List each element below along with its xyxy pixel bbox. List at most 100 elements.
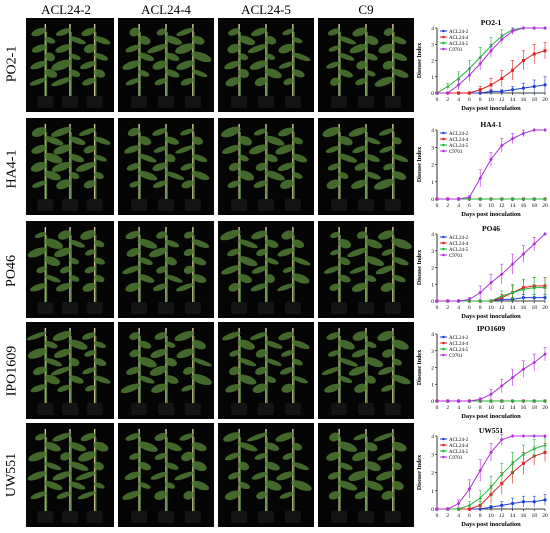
y-tick-label: 2 xyxy=(431,59,434,65)
plant-photo xyxy=(118,18,214,112)
leaf xyxy=(348,127,368,137)
leaf xyxy=(93,172,104,180)
leaf xyxy=(93,53,109,61)
data-point xyxy=(521,131,526,136)
leaf xyxy=(43,357,63,367)
plant xyxy=(175,124,210,211)
legend-marker xyxy=(442,449,445,453)
data-point xyxy=(521,500,525,504)
pot xyxy=(358,199,374,211)
leaf xyxy=(78,451,97,462)
plant-photo-art xyxy=(27,227,105,314)
plant-photo-art xyxy=(222,328,310,415)
y-tick-label: 4 xyxy=(431,128,434,134)
leaf xyxy=(150,348,168,359)
leaf xyxy=(30,60,47,70)
pot xyxy=(86,199,103,211)
legend-entry: ACL24-4 xyxy=(449,444,469,449)
x-tick-label: 12 xyxy=(499,97,505,103)
y-tick-label: 2 xyxy=(431,366,434,372)
data-point xyxy=(543,498,547,502)
leaf xyxy=(79,128,96,136)
leaf xyxy=(191,239,210,249)
leaf xyxy=(83,43,96,54)
leaf xyxy=(322,126,341,138)
plant xyxy=(275,124,308,211)
leaf xyxy=(183,366,194,375)
leaf xyxy=(191,51,212,63)
row-label-po46: PO46 xyxy=(0,222,24,320)
plant xyxy=(51,24,86,108)
legend-entry: ACL24-4 xyxy=(449,242,469,247)
data-point xyxy=(467,66,472,70)
data-point xyxy=(543,443,547,447)
x-axis-label: Days post inoculation xyxy=(461,521,521,528)
leaf xyxy=(352,27,368,37)
x-tick-label: 0 xyxy=(436,97,439,103)
x-tick-label: 12 xyxy=(499,203,505,209)
plant-photo-art xyxy=(221,124,308,211)
leaf xyxy=(34,231,47,239)
plant xyxy=(29,24,58,108)
leaf xyxy=(338,172,349,180)
leaf xyxy=(291,375,308,384)
plant xyxy=(124,124,158,211)
plant xyxy=(54,227,85,314)
leaf xyxy=(149,365,168,376)
pot xyxy=(62,511,78,523)
leaf xyxy=(164,69,180,78)
leaf xyxy=(154,332,168,340)
leaf xyxy=(124,145,141,154)
chart-title: HA4-1 xyxy=(480,120,501,129)
x-tick-label: 18 xyxy=(531,305,537,311)
leaf xyxy=(282,28,294,36)
legend-marker xyxy=(442,137,445,141)
leaf xyxy=(291,153,308,163)
leaf xyxy=(238,53,249,61)
legend-entry: ACL24-5 xyxy=(449,144,469,149)
data-point xyxy=(543,49,547,53)
legend-marker xyxy=(442,341,445,345)
pot xyxy=(184,199,201,211)
leaf xyxy=(138,462,151,471)
data-point xyxy=(510,262,515,267)
leaf xyxy=(27,348,47,359)
leaf xyxy=(237,239,258,249)
plant xyxy=(30,124,64,211)
data-point xyxy=(511,501,515,506)
leaf xyxy=(44,36,56,44)
leaf xyxy=(165,341,176,348)
plant-photo-art xyxy=(220,227,311,314)
data-point xyxy=(500,399,504,403)
data-point xyxy=(521,434,526,438)
row-label-text: HA4-1 xyxy=(4,149,20,188)
leaf xyxy=(282,453,294,460)
plant-photo xyxy=(318,221,414,318)
data-point xyxy=(489,157,493,162)
data-point xyxy=(521,399,526,403)
data-point xyxy=(500,89,504,93)
leaf xyxy=(228,162,241,171)
pot xyxy=(358,96,374,108)
leaf xyxy=(93,441,109,452)
leaf xyxy=(337,441,358,452)
leaf xyxy=(56,28,72,36)
data-point xyxy=(511,88,515,92)
leaf xyxy=(164,52,180,61)
plant xyxy=(250,328,283,415)
data-point xyxy=(456,82,461,87)
x-tick-label: 16 xyxy=(521,405,527,411)
leaf xyxy=(391,69,409,78)
plant-photo xyxy=(218,221,314,318)
leaf xyxy=(137,257,153,265)
leaf xyxy=(137,52,155,62)
leaf xyxy=(337,339,355,350)
leaf xyxy=(338,274,351,283)
leaf xyxy=(36,266,47,274)
pot xyxy=(86,96,103,108)
legend-marker xyxy=(442,143,445,147)
data-point xyxy=(489,48,493,53)
leaf xyxy=(247,432,268,442)
x-tick-label: 10 xyxy=(488,203,494,209)
